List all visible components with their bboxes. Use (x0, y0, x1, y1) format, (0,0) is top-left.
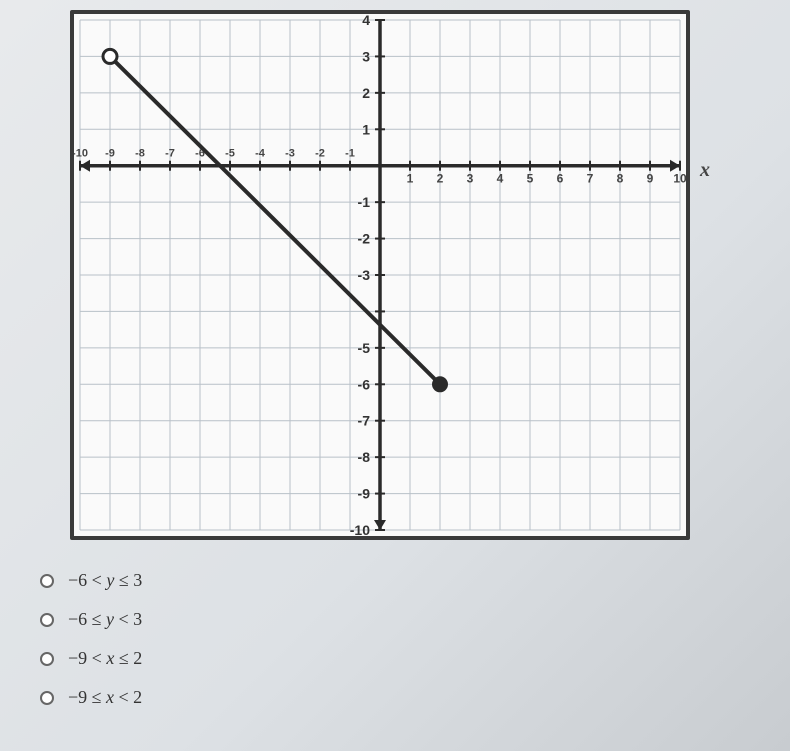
svg-text:-1: -1 (345, 148, 355, 160)
svg-text:5: 5 (527, 172, 534, 186)
svg-text:-5: -5 (358, 340, 371, 356)
svg-text:6: 6 (557, 172, 564, 186)
coordinate-grid-frame: 4321-1-2-3-5-6-7-8-9-10-10-9-8-7-6-5-4-3… (70, 10, 690, 540)
svg-text:7: 7 (587, 172, 594, 186)
svg-text:8: 8 (617, 172, 624, 186)
svg-text:-9: -9 (358, 486, 371, 502)
svg-text:-9: -9 (105, 148, 115, 160)
choice-text: −9 < x ≤ 2 (68, 648, 142, 669)
svg-text:-6: -6 (358, 376, 371, 392)
svg-text:2: 2 (362, 85, 370, 101)
radio-icon (40, 652, 54, 666)
svg-text:-3: -3 (358, 267, 371, 283)
choice-c[interactable]: −9 < x ≤ 2 (40, 648, 142, 669)
choice-a[interactable]: −6 < y ≤ 3 (40, 570, 142, 591)
svg-text:-2: -2 (358, 231, 371, 247)
radio-icon (40, 691, 54, 705)
radio-icon (40, 574, 54, 588)
svg-text:-3: -3 (285, 148, 295, 160)
svg-text:1: 1 (407, 172, 414, 186)
choice-text: −9 ≤ x < 2 (68, 687, 142, 708)
svg-text:9: 9 (647, 172, 654, 186)
answer-choices: −6 < y ≤ 3 −6 ≤ y < 3 −9 < x ≤ 2 −9 ≤ x … (40, 570, 142, 708)
svg-text:-8: -8 (135, 148, 145, 160)
svg-text:1: 1 (362, 121, 370, 137)
choice-b[interactable]: −6 ≤ y < 3 (40, 609, 142, 630)
choice-d[interactable]: −9 ≤ x < 2 (40, 687, 142, 708)
svg-text:-7: -7 (358, 413, 371, 429)
svg-text:2: 2 (437, 172, 444, 186)
svg-text:4: 4 (497, 172, 504, 186)
svg-text:-8: -8 (358, 449, 371, 465)
svg-text:10: 10 (673, 172, 686, 186)
svg-text:-2: -2 (315, 148, 325, 160)
choice-text: −6 < y ≤ 3 (68, 570, 142, 591)
svg-text:-10: -10 (350, 522, 370, 536)
svg-text:3: 3 (362, 48, 370, 64)
coordinate-plot: 4321-1-2-3-5-6-7-8-9-10-10-9-8-7-6-5-4-3… (74, 14, 686, 536)
x-axis-label: x (700, 159, 710, 182)
svg-text:-4: -4 (255, 148, 266, 160)
svg-text:-1: -1 (358, 194, 371, 210)
svg-text:-10: -10 (74, 148, 88, 160)
svg-text:-7: -7 (165, 148, 175, 160)
radio-icon (40, 613, 54, 627)
svg-text:4: 4 (362, 14, 370, 28)
svg-text:-5: -5 (225, 148, 235, 160)
svg-text:3: 3 (467, 172, 474, 186)
choice-text: −6 ≤ y < 3 (68, 609, 142, 630)
